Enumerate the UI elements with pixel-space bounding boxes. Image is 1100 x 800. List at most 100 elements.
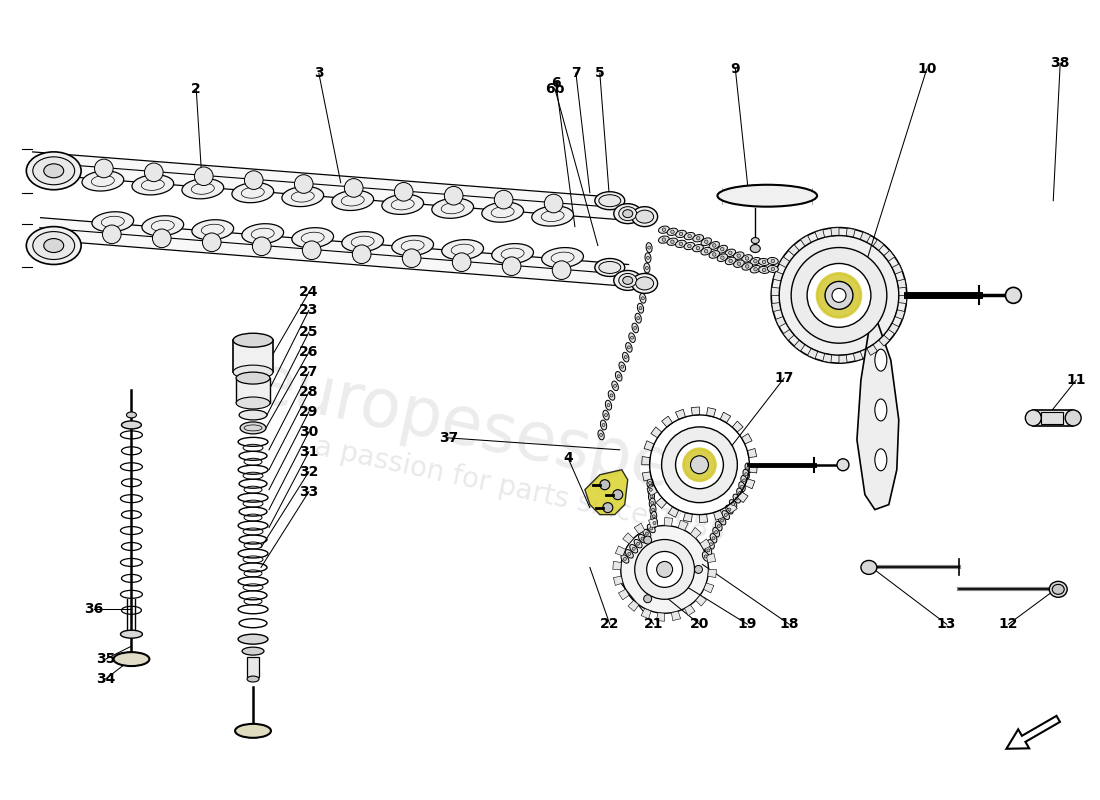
Ellipse shape [236, 397, 270, 409]
Ellipse shape [82, 171, 123, 191]
Ellipse shape [710, 543, 713, 546]
Polygon shape [657, 613, 664, 622]
Ellipse shape [642, 283, 648, 294]
Polygon shape [675, 410, 685, 419]
Text: 11: 11 [1066, 373, 1086, 387]
Ellipse shape [746, 265, 749, 268]
Polygon shape [873, 239, 884, 250]
Text: 23: 23 [299, 303, 319, 318]
Circle shape [683, 449, 715, 481]
Polygon shape [644, 441, 654, 450]
Text: 25: 25 [299, 326, 319, 339]
Polygon shape [651, 427, 662, 438]
Ellipse shape [651, 518, 658, 528]
Ellipse shape [482, 202, 524, 222]
Ellipse shape [644, 263, 650, 273]
Ellipse shape [742, 479, 746, 482]
Ellipse shape [861, 561, 877, 574]
Text: 34: 34 [96, 672, 115, 686]
Ellipse shape [612, 381, 618, 390]
Ellipse shape [623, 277, 632, 285]
Ellipse shape [382, 194, 424, 214]
Circle shape [1005, 287, 1022, 303]
Circle shape [603, 502, 613, 513]
Ellipse shape [608, 390, 615, 400]
Ellipse shape [342, 232, 384, 252]
Ellipse shape [121, 630, 142, 638]
Ellipse shape [728, 508, 730, 511]
Polygon shape [815, 230, 825, 239]
Circle shape [837, 458, 849, 470]
Ellipse shape [725, 249, 736, 257]
Ellipse shape [541, 247, 583, 268]
Circle shape [444, 186, 463, 205]
Polygon shape [794, 340, 805, 351]
Polygon shape [772, 302, 781, 311]
Bar [233, 340, 273, 372]
Polygon shape [773, 271, 783, 281]
Polygon shape [823, 354, 832, 362]
Ellipse shape [649, 498, 656, 508]
Circle shape [771, 228, 906, 363]
Ellipse shape [741, 262, 752, 270]
Polygon shape [647, 486, 658, 496]
Text: 28: 28 [299, 385, 319, 399]
Ellipse shape [745, 473, 748, 476]
Circle shape [244, 171, 263, 190]
Ellipse shape [113, 652, 150, 666]
Ellipse shape [432, 198, 474, 218]
Bar [236, 378, 270, 403]
Ellipse shape [701, 247, 712, 255]
Ellipse shape [598, 262, 620, 274]
Ellipse shape [605, 414, 607, 417]
Ellipse shape [688, 244, 691, 248]
Ellipse shape [713, 253, 716, 256]
Ellipse shape [240, 422, 266, 434]
Polygon shape [867, 345, 878, 355]
Ellipse shape [728, 251, 733, 254]
Ellipse shape [751, 238, 759, 243]
Polygon shape [695, 595, 706, 606]
Ellipse shape [729, 500, 737, 509]
Circle shape [620, 526, 708, 614]
Ellipse shape [619, 274, 637, 287]
Text: 24: 24 [299, 286, 319, 299]
Text: a passion for parts since 1985: a passion for parts since 1985 [312, 432, 728, 547]
Polygon shape [779, 257, 790, 267]
Text: 17: 17 [774, 371, 794, 385]
Ellipse shape [392, 236, 433, 256]
Ellipse shape [667, 238, 678, 246]
Ellipse shape [619, 362, 626, 371]
Ellipse shape [675, 240, 686, 247]
Circle shape [403, 249, 421, 267]
Ellipse shape [737, 262, 740, 266]
Circle shape [102, 225, 121, 244]
Circle shape [295, 174, 313, 194]
Ellipse shape [734, 260, 745, 267]
Text: 13: 13 [937, 618, 956, 631]
Ellipse shape [26, 152, 81, 190]
Ellipse shape [734, 252, 744, 259]
Ellipse shape [632, 547, 635, 550]
Text: 31: 31 [299, 445, 319, 459]
Polygon shape [618, 590, 629, 600]
Ellipse shape [233, 365, 273, 379]
Bar [1042, 412, 1064, 424]
Ellipse shape [693, 245, 703, 252]
Ellipse shape [26, 226, 81, 265]
Polygon shape [846, 228, 855, 238]
Ellipse shape [634, 326, 637, 330]
Polygon shape [789, 245, 800, 256]
Ellipse shape [720, 519, 724, 522]
Ellipse shape [647, 256, 649, 259]
Ellipse shape [710, 250, 719, 258]
Ellipse shape [142, 216, 184, 236]
Bar [1033, 410, 1074, 426]
Text: 4: 4 [563, 450, 573, 465]
Ellipse shape [636, 210, 653, 223]
Circle shape [552, 261, 571, 279]
Ellipse shape [492, 243, 534, 264]
Ellipse shape [238, 634, 268, 644]
Text: 29: 29 [299, 405, 319, 419]
Text: 37: 37 [439, 431, 458, 445]
